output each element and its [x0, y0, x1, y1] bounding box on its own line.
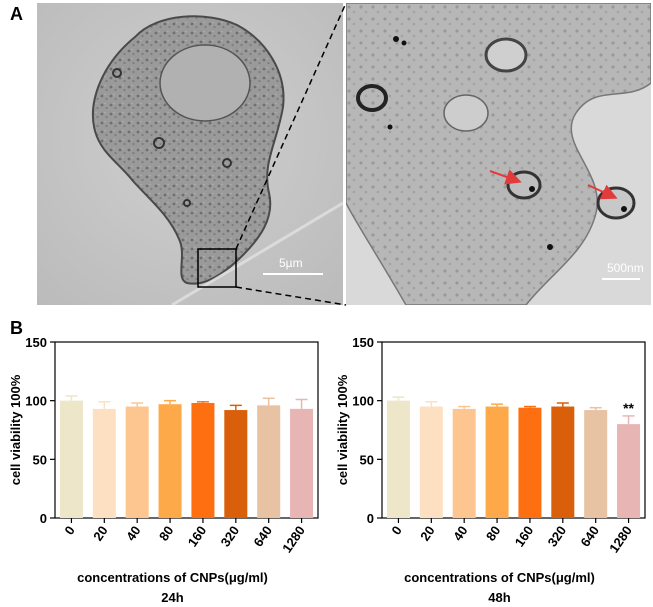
bar-320 — [224, 410, 248, 518]
x-tick-label: 160 — [185, 523, 210, 549]
bar-40 — [452, 408, 476, 518]
x-tick-label: 320 — [545, 523, 570, 549]
bar-80 — [485, 406, 509, 518]
significance-mark: ** — [623, 400, 634, 416]
x-tick-label: 640 — [577, 523, 602, 549]
x-tick-label: 1280 — [606, 523, 635, 555]
panel-label-b: B — [10, 318, 23, 338]
scale-bar-right — [602, 278, 640, 280]
bar-160 — [518, 407, 542, 518]
x-tick-label: 20 — [417, 523, 438, 543]
scale-label-right: 500nm — [607, 261, 644, 275]
chart-caption: 24h — [161, 590, 183, 605]
plot-frame — [381, 341, 646, 519]
viability-charts: 0 50 100 150 cell viability 100% 0 20 40 80 160 32… — [8, 335, 646, 605]
bar-640 — [584, 410, 608, 518]
tem-zoom-graphic — [346, 3, 651, 305]
x-tick-label: 0 — [388, 523, 404, 538]
bar-0 — [59, 400, 83, 518]
chart-caption: 48h — [488, 590, 510, 605]
y-tick-label: 50 — [33, 452, 47, 467]
bar-320 — [551, 406, 575, 518]
bar-640 — [257, 405, 281, 518]
y-axis-label: cell viability 100% — [8, 374, 23, 485]
x-tick-label: 640 — [250, 523, 275, 549]
x-tick-label: 0 — [61, 523, 77, 538]
bar-40 — [125, 406, 149, 518]
bar-80 — [158, 404, 182, 518]
y-tick-label: 0 — [367, 511, 374, 526]
tem-zoom-image: 500nm — [346, 3, 651, 305]
bar-1280 — [290, 408, 314, 518]
x-tick-label: 40 — [123, 523, 144, 543]
zoom-region-box — [197, 248, 237, 288]
bar-20 — [92, 408, 116, 518]
x-tick-label: 80 — [483, 523, 504, 543]
bar-0 — [386, 400, 410, 518]
bar-160 — [191, 403, 215, 518]
tem-overview-image: 5µm — [37, 3, 343, 305]
y-tick-label: 100 — [352, 394, 374, 409]
panel-label-a: A — [10, 4, 23, 24]
y-tick-label: 0 — [40, 511, 47, 526]
bar-20 — [419, 406, 443, 518]
y-tick-label: 50 — [360, 452, 374, 467]
x-tick-label: 160 — [512, 523, 537, 549]
bar-1280 — [617, 424, 641, 518]
x-tick-label: 1280 — [279, 523, 308, 555]
red-arrow-1 — [489, 169, 522, 185]
x-tick-label: 80 — [156, 523, 177, 543]
scale-label-left: 5µm — [279, 256, 303, 270]
y-tick-label: 150 — [25, 335, 47, 350]
x-axis-label: concentrations of CNPs(μg/ml) — [404, 570, 595, 585]
bar-chart-24h: 0 50 100 150 cell viability 100% 0 20 40 80 160 32… — [8, 335, 319, 605]
bar-chart-48h: 0 50 100 150 cell viability 100% 0 20 40 80 160 32… — [335, 335, 646, 605]
y-tick-label: 100 — [25, 394, 47, 409]
x-tick-label: 40 — [450, 523, 471, 543]
x-tick-label: 20 — [90, 523, 111, 543]
red-arrow-2 — [587, 184, 618, 200]
x-tick-label: 320 — [218, 523, 243, 549]
x-axis-label: concentrations of CNPs(μg/ml) — [77, 570, 268, 585]
plot-frame — [54, 341, 319, 519]
scale-bar-left — [263, 273, 323, 275]
y-tick-label: 150 — [352, 335, 374, 350]
y-axis-label: cell viability 100% — [335, 374, 350, 485]
